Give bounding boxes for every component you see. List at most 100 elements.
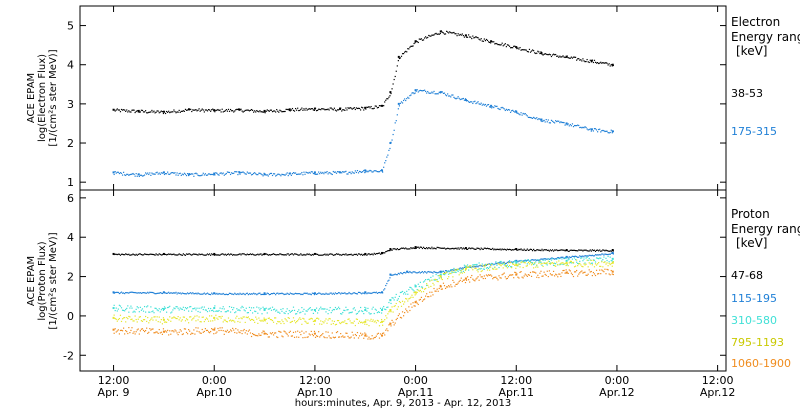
sample-175-315 — [410, 94, 412, 96]
sample-795-1193 — [588, 262, 590, 264]
sample-38-53 — [250, 108, 253, 111]
sample-795-1193 — [167, 318, 169, 320]
sample-115-195 — [261, 293, 263, 296]
sample-795-1193 — [357, 322, 360, 324]
sample-115-195 — [349, 292, 351, 295]
sample-115-195 — [408, 271, 410, 274]
sample-310-580 — [373, 312, 375, 315]
sample-38-53 — [521, 49, 523, 51]
sample-38-53 — [290, 109, 292, 111]
electron-legend-title: Electron — [731, 15, 780, 29]
sample-38-53 — [527, 51, 529, 53]
sample-175-315 — [513, 110, 515, 112]
sample-175-315 — [561, 121, 563, 124]
sample-310-580 — [522, 261, 524, 263]
sample-1060-1900 — [283, 330, 285, 332]
sample-310-580 — [375, 309, 377, 311]
sample-795-1193 — [442, 272, 445, 275]
sample-1060-1900 — [423, 298, 426, 300]
sample-1060-1900 — [191, 332, 193, 334]
sample-795-1193 — [386, 317, 388, 319]
sample-795-1193 — [149, 320, 151, 322]
sample-310-580 — [116, 310, 118, 312]
y-tick-label-5: 5 — [67, 20, 74, 33]
sample-1060-1900 — [291, 335, 294, 337]
sample-795-1193 — [329, 318, 331, 320]
sample-1060-1900 — [315, 335, 318, 337]
sample-1060-1900 — [181, 333, 183, 336]
sample-310-580 — [117, 308, 119, 310]
sample-1060-1900 — [518, 277, 520, 279]
sample-175-315 — [388, 149, 390, 152]
sample-1060-1900 — [312, 335, 315, 337]
sample-38-53 — [399, 57, 402, 59]
sample-175-315 — [420, 90, 423, 92]
sample-175-315 — [370, 170, 372, 172]
data-point-1060-1900-8 — [414, 301, 417, 304]
sample-47-68 — [509, 249, 512, 251]
sample-310-580 — [511, 266, 513, 268]
electron-ylabel-line-2: log(Electron Flux) — [37, 54, 48, 142]
sample-38-53 — [193, 109, 195, 111]
sample-115-195 — [554, 258, 556, 260]
sample-47-68 — [279, 253, 281, 255]
sample-1060-1900 — [562, 269, 564, 272]
sample-47-68 — [300, 253, 302, 255]
sample-795-1193 — [526, 265, 528, 267]
sample-47-68 — [412, 247, 414, 249]
sample-47-68 — [497, 248, 499, 250]
sample-175-315 — [416, 89, 418, 91]
sample-310-580 — [560, 263, 562, 265]
sample-38-53 — [120, 108, 123, 111]
sample-795-1193 — [318, 318, 320, 320]
sample-1060-1900 — [455, 283, 457, 286]
sample-115-195 — [224, 293, 226, 296]
sample-1060-1900 — [246, 333, 248, 335]
sample-795-1193 — [138, 316, 140, 318]
sample-310-580 — [256, 306, 258, 308]
sample-38-53 — [163, 111, 166, 113]
sample-1060-1900 — [137, 328, 139, 330]
sample-175-315 — [602, 129, 604, 132]
sample-175-315 — [132, 172, 134, 175]
sample-47-68 — [147, 253, 149, 256]
sample-310-580 — [277, 311, 279, 313]
electron-legend-unit: [keV] — [736, 44, 767, 58]
sample-795-1193 — [570, 260, 572, 263]
data-point-795-1193-13 — [611, 261, 614, 264]
sample-38-53 — [470, 36, 472, 38]
sample-1060-1900 — [551, 274, 554, 276]
sample-795-1193 — [152, 319, 154, 321]
sample-38-53 — [607, 64, 609, 66]
sample-38-53 — [435, 32, 437, 35]
sample-38-53 — [278, 111, 280, 113]
sample-175-315 — [419, 89, 421, 91]
sample-310-580 — [420, 286, 423, 288]
sample-795-1193 — [448, 276, 450, 278]
sample-175-315 — [260, 173, 262, 175]
sample-38-53 — [189, 108, 191, 111]
sample-115-195 — [357, 291, 360, 293]
sample-47-68 — [572, 249, 575, 251]
sample-38-53 — [409, 46, 411, 48]
sample-38-53 — [293, 110, 296, 112]
sample-38-53 — [217, 108, 219, 111]
sample-1060-1900 — [410, 303, 412, 305]
sample-310-580 — [358, 310, 361, 312]
sample-38-53 — [162, 112, 165, 115]
sample-115-195 — [280, 292, 282, 295]
sample-795-1193 — [502, 267, 504, 269]
sample-38-53 — [541, 53, 543, 55]
sample-115-195 — [179, 292, 181, 294]
sample-115-195 — [183, 293, 186, 295]
sample-175-315 — [138, 175, 140, 178]
sample-795-1193 — [555, 265, 557, 267]
sample-1060-1900 — [254, 334, 256, 336]
sample-1060-1900 — [366, 335, 368, 337]
sample-310-580 — [147, 305, 149, 307]
sample-47-68 — [559, 249, 561, 251]
proton-plot-frame — [79, 189, 727, 372]
sample-310-580 — [433, 279, 435, 281]
sample-175-315 — [357, 172, 360, 174]
sample-38-53 — [357, 107, 360, 109]
